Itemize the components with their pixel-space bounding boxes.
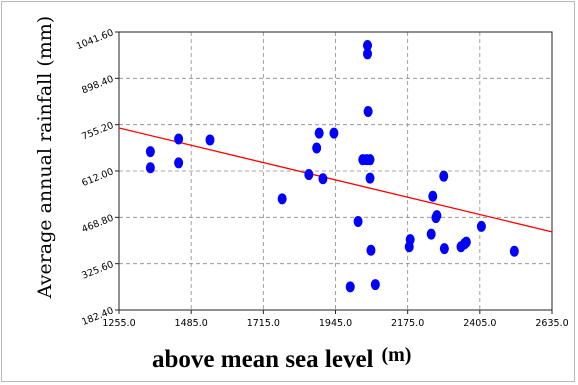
data-point bbox=[476, 220, 486, 232]
plot-area bbox=[118, 31, 553, 311]
x-axis-label-unit: (m) bbox=[381, 344, 412, 366]
x-tick-label: 1255.0 bbox=[102, 318, 135, 329]
x-tick-label: 2405.0 bbox=[463, 318, 496, 329]
data-point bbox=[145, 162, 155, 174]
x-tick-label: 1715.0 bbox=[247, 318, 280, 329]
y-axis-label: Average annual rainfall (mm) bbox=[34, 15, 56, 299]
data-point bbox=[205, 134, 215, 146]
x-tick-label: 2635.0 bbox=[535, 318, 568, 329]
y-tick-label: 468.80 bbox=[80, 213, 115, 236]
y-tick-label: 325.60 bbox=[80, 259, 115, 282]
data-point bbox=[428, 190, 438, 202]
data-point bbox=[461, 236, 471, 248]
x-tick-label: 1485.0 bbox=[175, 318, 208, 329]
tick-labels: 1255.0 1485.0 1715.0 1945.0 2175.0 2405.0 2635… bbox=[75, 27, 569, 329]
data-point bbox=[329, 127, 339, 139]
data-point bbox=[366, 244, 376, 256]
y-tick-label: 612.00 bbox=[80, 166, 115, 189]
data-point bbox=[345, 281, 355, 293]
data-point bbox=[314, 127, 324, 139]
data-point bbox=[304, 169, 314, 181]
data-point bbox=[363, 105, 373, 117]
data-point bbox=[174, 133, 184, 145]
x-tick-label: 2175.0 bbox=[391, 318, 424, 329]
data-point bbox=[318, 173, 328, 185]
y-tick-label: 755.20 bbox=[80, 120, 115, 143]
data-point bbox=[432, 210, 442, 222]
data-point bbox=[365, 154, 375, 166]
data-point bbox=[363, 39, 373, 51]
data-point bbox=[509, 245, 519, 257]
data-points bbox=[145, 39, 519, 293]
data-point bbox=[312, 142, 322, 154]
data-point bbox=[405, 234, 415, 246]
data-point bbox=[426, 228, 436, 240]
data-point bbox=[439, 243, 449, 255]
data-point bbox=[365, 172, 375, 184]
y-tick-label: 898.40 bbox=[80, 74, 115, 97]
data-point bbox=[370, 279, 380, 291]
data-point bbox=[363, 48, 373, 60]
data-point bbox=[174, 157, 184, 169]
trendline bbox=[118, 127, 553, 233]
x-tick-label: 1945.0 bbox=[319, 318, 352, 329]
data-point bbox=[439, 170, 449, 182]
x-axis-label: above mean sea level (m) bbox=[152, 344, 412, 374]
data-point bbox=[353, 215, 363, 227]
grid-lines bbox=[115, 31, 553, 314]
x-axis-label-text: above mean sea level bbox=[152, 346, 374, 373]
y-tick-label: 1041.60 bbox=[75, 27, 116, 52]
data-point bbox=[145, 146, 155, 158]
data-point bbox=[277, 193, 287, 205]
